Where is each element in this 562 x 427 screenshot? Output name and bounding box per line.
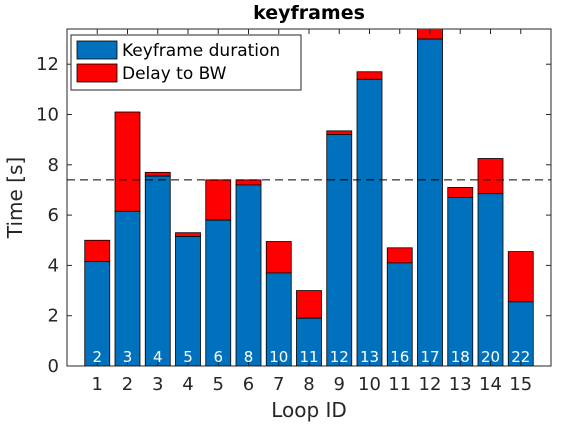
bar-delay-to-bw: [265, 241, 292, 274]
x-tick-label: 13: [449, 374, 472, 395]
bar-keyframe-duration: [114, 210, 141, 366]
legend-swatch: [76, 40, 118, 60]
bar-label: 10: [269, 348, 288, 366]
legend-swatch: [76, 63, 118, 83]
bar-delay-to-bw: [144, 171, 171, 177]
bar-keyframe-duration: [356, 78, 383, 366]
bar-label: 6: [213, 348, 223, 366]
bar-label: 2: [92, 348, 102, 366]
x-tick-label: 8: [303, 374, 314, 395]
y-tick-label: 6: [48, 205, 59, 226]
legend: Keyframe duration Delay to BW: [70, 34, 302, 91]
x-tick-label: 15: [509, 374, 532, 395]
bar-delay-to-bw: [84, 239, 111, 263]
bar-keyframe-duration: [265, 272, 292, 366]
x-tick-label: 11: [388, 374, 411, 395]
bars-layer: [84, 29, 534, 366]
x-tick-label: 12: [419, 374, 442, 395]
x-tick-label: 2: [122, 374, 133, 395]
bar-delay-to-bw: [296, 290, 322, 319]
bar-keyframe-duration: [447, 197, 474, 366]
y-tick-label: 4: [48, 255, 59, 276]
bar-keyframe-duration: [326, 134, 353, 366]
y-axis-label: Time [s]: [3, 157, 27, 239]
bar-keyframe-duration: [417, 38, 443, 366]
bar-label: 4: [153, 348, 163, 366]
bar-delay-to-bw: [235, 179, 262, 186]
x-tick-label: 3: [152, 374, 163, 395]
bar-delay-to-bw: [507, 251, 534, 303]
bar-keyframe-duration: [477, 193, 504, 366]
bar-keyframe-duration: [144, 175, 171, 366]
bar-keyframe-duration: [205, 219, 232, 366]
bar-label: 5: [183, 348, 193, 366]
chart-title: keyframes: [253, 2, 365, 24]
x-axis-label: Loop ID: [271, 398, 347, 422]
bar-label: 20: [481, 348, 500, 366]
bar-keyframe-duration: [507, 301, 534, 366]
bar-delay-to-bw: [477, 158, 504, 195]
bar-keyframe-duration: [386, 262, 413, 366]
bar-keyframe-duration: [84, 261, 111, 366]
y-tick-label: 0: [48, 356, 59, 377]
bar-delay-to-bw: [326, 130, 353, 136]
bar-delay-to-bw: [356, 71, 383, 80]
bar-delay-to-bw: [386, 247, 413, 264]
x-tick-label: 4: [182, 374, 193, 395]
bar-label: 13: [360, 348, 379, 366]
x-tick-label: 14: [479, 374, 502, 395]
x-tick-label: 6: [243, 374, 254, 395]
bar-label: 3: [123, 348, 133, 366]
x-tick-label: 10: [358, 374, 381, 395]
y-tick-label: 10: [36, 105, 59, 126]
bar-delay-to-bw: [447, 187, 474, 198]
bar-keyframe-duration: [296, 317, 322, 366]
legend-label: Delay to BW: [122, 64, 227, 84]
y-tick-label: 12: [36, 54, 59, 75]
bar-delay-to-bw: [175, 232, 201, 237]
bar-keyframe-duration: [175, 236, 201, 366]
bar-label: 11: [299, 348, 318, 366]
y-tick-label: 8: [48, 155, 59, 176]
legend-label: Keyframe duration: [122, 41, 280, 61]
bar-label: 22: [511, 348, 530, 366]
x-tick-label: 1: [92, 374, 103, 395]
bar-label: 8: [244, 348, 254, 366]
bar-label: 12: [330, 348, 349, 366]
x-tick-label: 7: [273, 374, 284, 395]
x-tick-label: 5: [213, 374, 224, 395]
y-tick-label: 2: [48, 306, 59, 327]
bar-label: 16: [390, 348, 409, 366]
bar-delay-to-bw: [205, 179, 232, 221]
bar-label: 17: [420, 348, 439, 366]
x-tick-label: 9: [334, 374, 345, 395]
bar-label: 18: [451, 348, 470, 366]
bar-delay-to-bw: [114, 111, 141, 212]
bar-keyframe-duration: [235, 184, 262, 366]
